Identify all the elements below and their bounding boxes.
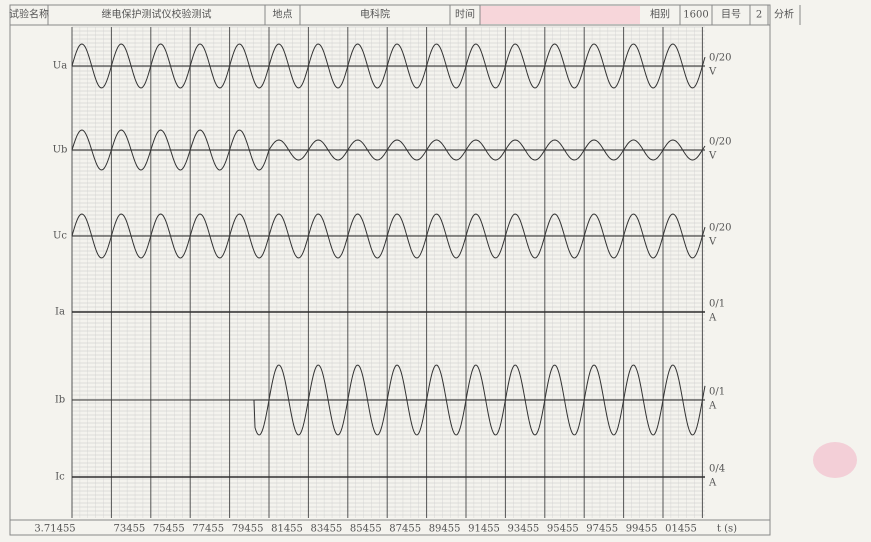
channel-unit: V xyxy=(708,151,717,162)
header-cell: 电科院 xyxy=(360,8,390,21)
time-label: 97455 xyxy=(586,524,618,535)
time-label: 01455 xyxy=(665,524,697,535)
header-cell: 目号 xyxy=(721,9,741,21)
channel-name: Ia xyxy=(55,307,65,318)
time-label: 73455 xyxy=(113,524,145,535)
time-box xyxy=(480,6,640,24)
time-label: 75455 xyxy=(153,524,185,535)
header-cell: 1600 xyxy=(683,10,708,21)
time-label: 3.71455 xyxy=(34,524,75,535)
waveform xyxy=(72,364,706,436)
channel-unit: A xyxy=(708,478,717,489)
time-label: 81455 xyxy=(271,524,303,535)
header-cell: 分析 xyxy=(774,8,794,21)
time-label: 83455 xyxy=(310,524,342,535)
channel-scale: 0/20 xyxy=(709,137,731,148)
header-cell: 2 xyxy=(756,10,762,21)
time-label: 89455 xyxy=(429,524,461,535)
channel-name: Ua xyxy=(53,61,67,72)
channel-scale: 0/20 xyxy=(709,53,731,64)
time-label: 87455 xyxy=(389,524,421,535)
time-label: 95455 xyxy=(547,524,579,535)
time-unit: t (s) xyxy=(717,524,737,535)
waveform xyxy=(71,43,706,89)
channel-scale: 0/1 xyxy=(709,299,725,310)
channel-scale: 0/1 xyxy=(709,387,725,398)
header-cell: 时间 xyxy=(455,8,475,21)
channel-unit: A xyxy=(708,401,717,412)
sheet-frame xyxy=(9,4,771,536)
channel-name: Uc xyxy=(53,231,67,242)
header-cell: 相别 xyxy=(650,8,670,21)
waveform xyxy=(71,129,706,171)
stamp-mark xyxy=(813,442,857,478)
channel-name: Ic xyxy=(55,472,65,483)
time-label: 91455 xyxy=(468,524,500,535)
time-label: 85455 xyxy=(350,524,382,535)
waveforms xyxy=(71,43,706,478)
waveform xyxy=(71,213,706,259)
time-label: 77455 xyxy=(192,524,224,535)
channel-name: Ib xyxy=(55,395,65,406)
channel-scale: 0/4 xyxy=(709,464,725,475)
channel-unit: V xyxy=(708,237,717,248)
labels: 试验名称 继电保护测试仪校验测试 地点 电科院 时间 相别 1600 目号 2 分析 Ua 0/20 V… xyxy=(9,5,801,535)
time-label: 93455 xyxy=(507,524,539,535)
time-label: 79455 xyxy=(232,524,264,535)
grid xyxy=(71,26,705,518)
channel-unit: A xyxy=(708,313,717,324)
channel-scale: 0/20 xyxy=(709,223,731,234)
channel-unit: V xyxy=(708,67,717,78)
header-cell: 继电保护测试仪校验测试 xyxy=(102,8,212,21)
time-label: 99455 xyxy=(626,524,658,535)
channel-name: Ub xyxy=(53,145,68,156)
header-cell: 地点 xyxy=(273,8,293,21)
header-cell: 试验名称 xyxy=(9,8,49,21)
